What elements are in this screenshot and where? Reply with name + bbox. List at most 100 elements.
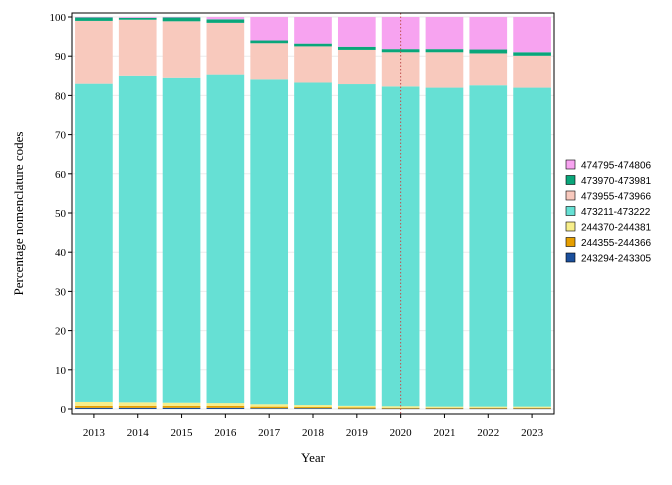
bar-segment [118,17,157,18]
bar-segment [469,49,508,54]
x-tick-label: 2013 [83,427,106,439]
bar-segment [469,407,508,409]
x-tick-label: 2021 [433,427,455,439]
x-tick-label: 2017 [258,427,281,439]
bar-segment [425,49,464,53]
bar-segment [206,22,245,75]
bar-segment [381,86,420,407]
bar-segment [513,55,551,88]
bar-segment [162,405,201,408]
bar-segment [206,407,245,409]
legend-swatch [565,190,576,201]
y-tick-label: 100 [50,12,67,24]
bar-segment [469,408,508,410]
legend-swatch [565,175,576,185]
bar-segment [337,46,376,50]
bar-segment [250,17,289,41]
bar-segment [513,52,551,56]
bar-segment [337,49,376,85]
bar-segment [513,408,551,410]
bar-segment [118,17,157,20]
bar-segment [381,407,420,409]
bar-segment [337,407,376,409]
bar-segment [513,87,551,407]
y-tick-label: 40 [55,247,67,259]
bar-segment [118,19,157,76]
x-tick-label: 2023 [521,427,544,439]
y-tick-label: 30 [55,286,67,298]
x-tick-label: 2019 [346,427,369,439]
y-axis: 0 10 20 30 40 50 60 70 80 90 100 [50,12,72,416]
bar-segment [250,79,289,405]
legend-swatch [565,252,576,263]
bar-segment [162,21,201,78]
bars-layer [75,17,551,410]
bar-segment [206,403,245,406]
legend-label: 473970-473981 [581,176,652,187]
legend-swatch [565,159,576,170]
bar-segment [118,407,157,409]
bar-segment [250,406,289,409]
bar-segment [381,49,420,53]
bar-segment [513,407,551,409]
bar-segment [75,20,113,84]
bar-segment [162,77,201,403]
bar-segment [381,406,420,408]
bar-segment [294,17,332,44]
y-tick-label: 20 [55,326,67,338]
bar-segment [425,87,464,407]
x-tick-label: 2022 [477,427,499,439]
y-tick-label: 50 [55,208,67,220]
bar-segment [425,52,464,88]
legend-swatch [565,237,576,247]
legend-label: 473211-473222 [581,207,651,218]
bar-segment [162,17,201,18]
bar-segment [206,17,245,20]
legend: 474795-474806 473970-473981 473955-473966 4… [565,159,652,265]
bar-segment [206,74,245,404]
bar-segment [250,40,289,44]
bar-segment [206,405,245,408]
bar-segment [469,53,508,86]
bar-segment [469,17,508,50]
bar-segment [337,84,376,406]
bar-segment [381,17,420,50]
y-tick-label: 10 [55,365,67,377]
bar-segment [250,404,289,407]
legend-label: 244355-244366 [581,238,652,249]
legend-label: 244370-244381 [581,223,652,234]
bar-segment [118,75,157,403]
bar-segment [513,406,551,408]
legend-label: 473955-473966 [581,192,652,203]
bar-segment [294,43,332,47]
y-tick-label: 70 [55,130,67,142]
bar-segment [75,83,113,402]
bar-segment [294,405,332,408]
bar-segment [162,402,201,406]
bar-segment [75,17,113,21]
bar-segment [337,405,376,408]
bar-segment [469,85,508,407]
bar-segment [294,407,332,409]
bar-segment [250,43,289,80]
bar-segment [75,405,113,408]
bar-segment [469,406,508,408]
bar-segment [75,407,113,409]
y-axis-title: Percentage nomenclature codes [11,132,26,296]
bar-segment [75,17,113,18]
y-tick-label: 0 [61,404,67,416]
bar-segment [118,402,157,406]
y-tick-label: 90 [55,51,67,63]
bar-segment [294,82,332,406]
bar-segment [294,46,332,83]
bar-segment [250,408,289,409]
x-tick-label: 2016 [214,427,237,439]
bar-segment [337,17,376,47]
bar-segment [337,408,376,410]
bar-segment [425,406,464,408]
x-tick-label: 2020 [390,427,413,439]
bar-segment [75,401,113,406]
y-tick-label: 80 [55,90,67,102]
